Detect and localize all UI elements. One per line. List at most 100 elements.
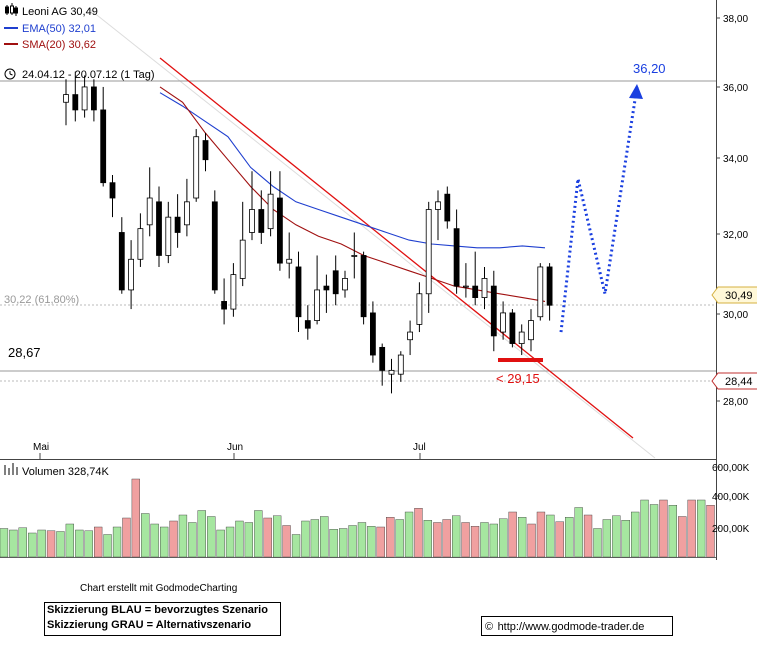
candles-group	[63, 71, 553, 394]
candle	[397, 351, 404, 382]
volume-bar	[414, 508, 423, 558]
volume-tick-label: 600,00K	[712, 463, 750, 474]
volume-bar	[178, 514, 188, 558]
volume-bar	[593, 528, 602, 558]
candle	[444, 186, 451, 229]
candle	[193, 129, 200, 202]
candle	[221, 278, 228, 325]
candle	[472, 251, 479, 306]
stop-annotation: < 29,15	[496, 371, 540, 386]
candle	[332, 255, 339, 306]
volume-bar	[395, 519, 404, 558]
sma-line	[159, 86, 546, 302]
volume-bar	[433, 522, 442, 558]
candle	[416, 282, 423, 333]
volume-bar	[640, 499, 649, 558]
y-tick-label: 30,00	[723, 310, 748, 321]
volume-bar	[301, 520, 310, 558]
candle	[202, 132, 209, 172]
volume-bar	[631, 511, 640, 558]
volume-bar	[555, 521, 564, 558]
website-link[interactable]: © http://www.godmode-trader.de	[481, 616, 673, 636]
volume-bar	[659, 499, 668, 558]
volume-bar	[442, 519, 451, 558]
candle	[81, 75, 88, 118]
volume-bar	[668, 505, 678, 558]
volume-bar	[518, 517, 527, 558]
volume-bar	[122, 517, 131, 558]
candle	[146, 167, 153, 237]
legend-gray-text: Skizzierung GRAU = Alternativszenario	[47, 619, 252, 631]
fib-annotation: 30,22 (61,80%)	[4, 294, 79, 306]
copyright-icon: ©	[485, 621, 494, 633]
candle	[490, 270, 497, 352]
legend-sma: SMA(20) 30,62	[22, 39, 96, 51]
target-annotation: 36,20	[633, 61, 666, 76]
y-tick-label: 34,00	[723, 154, 748, 165]
volume-bar	[37, 529, 46, 558]
level-tag-label: 28,44	[725, 376, 753, 388]
volume-bar	[423, 520, 432, 558]
candle	[230, 263, 237, 317]
volume-bar	[536, 511, 546, 558]
volume-bar	[697, 499, 706, 558]
candle	[295, 251, 302, 333]
volume-bar	[216, 529, 225, 558]
candle	[118, 217, 125, 294]
volume-bar	[84, 530, 93, 558]
clock-icon	[4, 68, 16, 80]
level-tag	[711, 372, 757, 390]
candle	[388, 358, 395, 394]
volume-bar	[254, 510, 263, 558]
volume-bar	[461, 522, 470, 558]
volume-bar	[489, 523, 498, 558]
volume-bar	[348, 525, 357, 558]
candle	[509, 309, 516, 348]
candle	[481, 266, 488, 310]
candle	[174, 194, 181, 248]
volume-bar	[131, 478, 140, 558]
volume-tick-label: 200,00K	[712, 524, 750, 535]
volume-bar	[706, 505, 715, 558]
candle	[109, 175, 116, 218]
volume-bar	[329, 529, 338, 558]
volume-bar	[9, 529, 18, 558]
volume-bar	[508, 511, 517, 558]
volume-bar	[150, 523, 159, 558]
legend-ema: EMA(50) 32,01	[22, 23, 96, 35]
candle	[500, 301, 507, 340]
volume-bar	[159, 526, 169, 558]
candle	[128, 240, 135, 310]
volume-bar	[339, 528, 348, 558]
chart-credit: Chart erstellt mit GodmodeCharting	[80, 583, 237, 594]
volume-bar	[527, 523, 536, 558]
volume-bars-group	[0, 478, 715, 558]
volume-bar	[197, 510, 206, 558]
volume-bar	[244, 522, 253, 558]
volume-tick-label: 400,00K	[712, 492, 750, 503]
candle	[314, 255, 321, 325]
alternative-trendline	[87, 7, 656, 459]
volume-bar	[602, 519, 612, 558]
volume-bar	[310, 519, 319, 558]
downtrend-line	[159, 57, 634, 439]
website-url: http://www.godmode-trader.de	[497, 621, 645, 633]
volume-bar	[404, 511, 414, 558]
legend-title: Leoni AG 30,49	[22, 6, 98, 18]
x-tick-label: Mai	[33, 442, 49, 453]
volume-bar	[470, 526, 480, 558]
candle	[323, 274, 330, 313]
volume-bar	[65, 523, 75, 558]
candle	[518, 324, 525, 356]
candle	[342, 270, 348, 298]
volume-bar	[188, 522, 197, 558]
candle	[239, 201, 246, 287]
volume-bar	[169, 520, 178, 558]
volume-bar	[112, 526, 122, 558]
x-tick-label: Jun	[227, 442, 243, 453]
low-level-annotation: 28,67	[8, 345, 41, 360]
volume-bar	[56, 531, 65, 558]
candle	[528, 309, 534, 352]
volume-bar	[583, 514, 593, 558]
